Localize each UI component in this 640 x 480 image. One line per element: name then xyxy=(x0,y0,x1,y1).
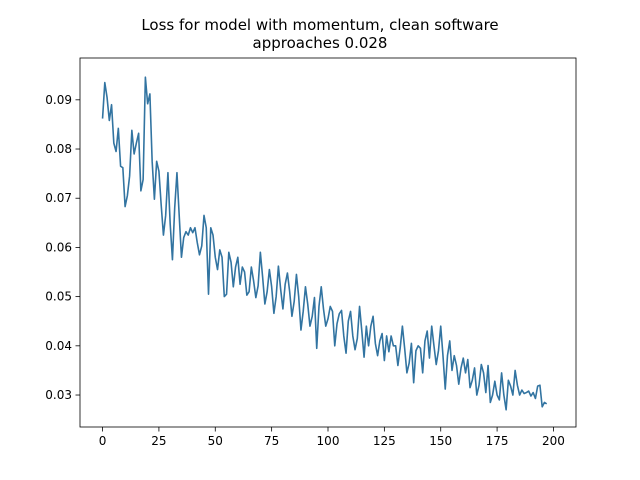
y-tick-label: 0.03 xyxy=(45,388,72,402)
y-tick-label: 0.08 xyxy=(45,142,72,156)
x-tick-label: 100 xyxy=(317,434,340,448)
x-tick-label: 150 xyxy=(429,434,452,448)
x-tick-label: 125 xyxy=(373,434,396,448)
x-tick-label: 25 xyxy=(151,434,166,448)
y-tick-label: 0.04 xyxy=(45,339,72,353)
chart-title-line-2: approaches 0.028 xyxy=(252,34,388,52)
y-tick-label: 0.06 xyxy=(45,240,72,254)
x-tick-label: 0 xyxy=(99,434,107,448)
x-tick-label: 175 xyxy=(486,434,509,448)
y-tick-label: 0.05 xyxy=(45,290,72,304)
plot-frame xyxy=(79,57,577,428)
chart-title-line-1: Loss for model with momentum, clean soft… xyxy=(141,16,499,34)
x-tick-label: 200 xyxy=(542,434,565,448)
y-tick-label: 0.07 xyxy=(45,191,72,205)
series-line-0 xyxy=(101,76,548,411)
y-tick-label: 0.09 xyxy=(45,93,72,107)
x-tick-label: 50 xyxy=(208,434,223,448)
x-tick-label: 75 xyxy=(264,434,279,448)
